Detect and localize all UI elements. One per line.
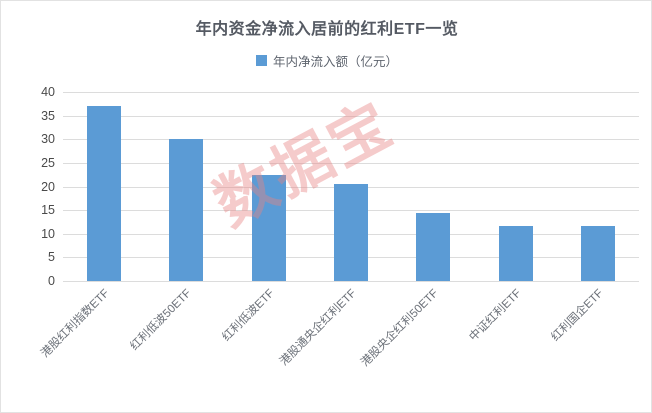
bar[interactable] [580,225,615,281]
y-axis-tick-label: 40 [41,84,55,99]
legend-label: 年内净流入额（亿元） [272,55,398,69]
bar-slot [557,92,639,281]
y-axis-tick-label: 0 [48,273,55,288]
y-axis-tick-label: 30 [41,132,55,146]
bar[interactable] [169,138,204,281]
gridline [63,92,639,93]
x-axis-tick-label: 中证红利ETF [466,287,524,344]
x-label-slot: 红利低波50ETF [129,282,227,412]
y-axis-tick-label: 5 [48,250,55,265]
bar-slot [392,92,474,281]
x-label-slot: 港股央企红利50ETF [359,282,474,412]
bar-series [63,92,639,281]
gridline [63,115,639,117]
y-axis-tick-label: 10 [41,226,55,241]
y-axis-tick-label: 20 [41,179,55,194]
bar[interactable] [251,175,286,281]
y-axis-tick-label: 25 [41,155,55,170]
x-label-slot: 红利国企ETF [549,282,639,412]
y-axis-tick-label: 35 [41,108,55,123]
chart-legend: 年内净流入额（亿元） [1,51,651,70]
x-axis-tick-label: 红利国企ETF [549,287,606,344]
x-label-slot: 中证红利ETF [467,282,556,412]
chart-title: 年内资金净流入居前的红利ETF一览 [195,21,459,38]
gridline [63,139,639,141]
x-axis-labels: 港股红利指数ETF 红利低波50ETF 红利低波ETF 港股通央企红利ETF 港股央企红… [39,282,639,412]
gridline [63,281,639,282]
bar-slot [228,92,310,281]
bar[interactable] [498,225,533,281]
gridline [63,162,639,164]
bar-slot [474,92,556,281]
legend-swatch-icon [255,55,267,66]
y-axis-tick-label: 15 [41,202,55,217]
bar-slot [63,92,145,281]
x-axis-tick-label: 红利低波ETF [220,287,277,344]
bar[interactable] [416,213,451,281]
bar-slot [310,92,392,281]
x-axis-tick-label: 港股红利指数ETF [39,287,112,360]
bar[interactable] [87,106,122,281]
plot-area [63,92,639,282]
bar-slot [145,92,227,281]
y-axis-labels: 40 35 30 25 20 15 10 5 0 [23,86,55,287]
bar[interactable] [333,184,368,281]
